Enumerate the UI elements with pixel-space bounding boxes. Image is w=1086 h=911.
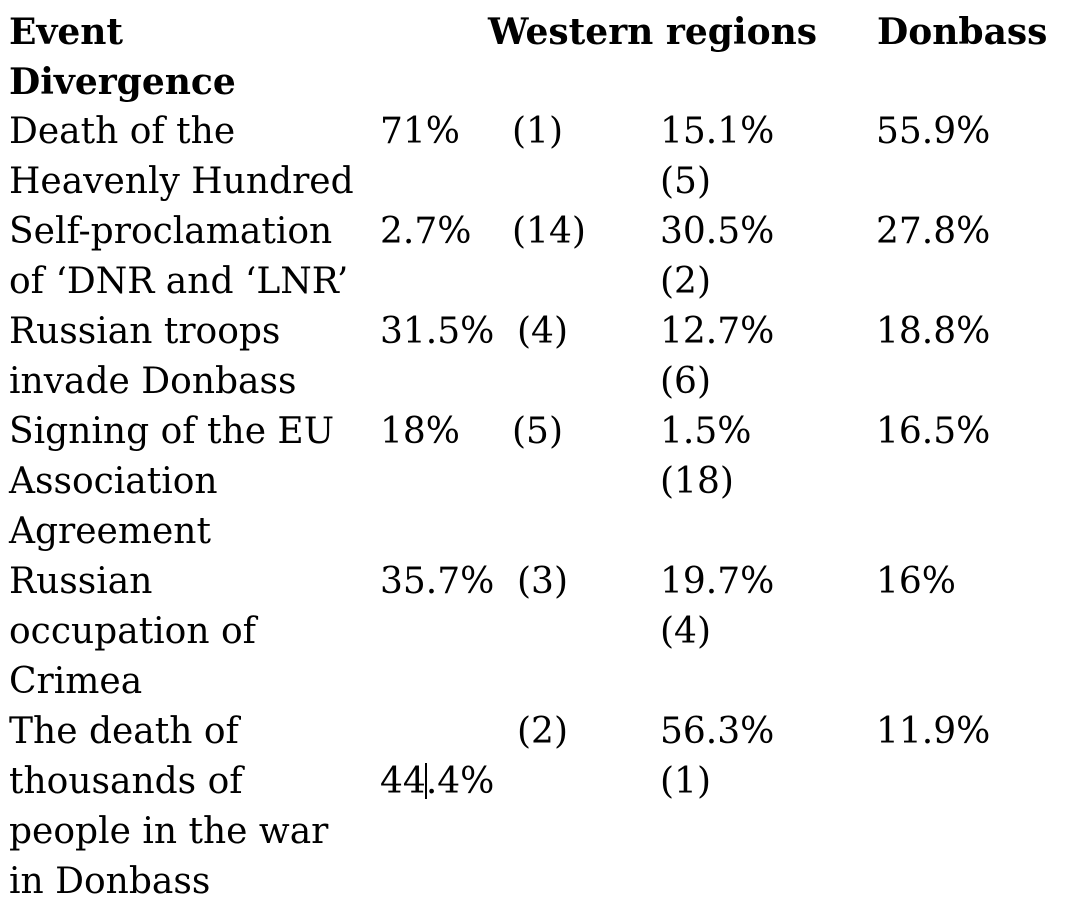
value-3: 16.5%: [876, 411, 991, 452]
header-donbass: Donbass: [877, 11, 1048, 53]
rank-1: (4): [517, 311, 568, 352]
value-1: 71%: [380, 111, 461, 152]
value-1: 31.5%: [380, 311, 495, 352]
rank-1: (2): [517, 711, 568, 752]
header-event: Event Divergence: [9, 11, 236, 103]
value-1: 35.7%: [380, 561, 495, 602]
text-cursor: [424, 763, 427, 799]
table-row: Self-proclamation of ‘DNR and ‘LNR’ 2.7%…: [0, 200, 1086, 302]
event-label: Death of the Heavenly Hundred: [9, 111, 354, 202]
table-header: Event Divergence Western regions Donbass: [0, 0, 1086, 103]
event-label: Signing of the EU Association Agreement: [9, 411, 335, 552]
rank-1: (3): [517, 561, 568, 602]
value-2: 12.7% (6): [660, 311, 775, 402]
table-row: Signing of the EU Association Agreement …: [0, 400, 1086, 552]
value-3: 18.8%: [876, 311, 991, 352]
value-1-part-b: .4%: [425, 761, 495, 802]
value-1: 18%: [380, 411, 461, 452]
table-row: Russian occupation of Crimea 35.7% (3) 1…: [0, 550, 1086, 702]
event-label: Self-proclamation of ‘DNR and ‘LNR’: [9, 211, 349, 302]
value-1[interactable]: 44.4%: [380, 707, 494, 807]
event-label: Russian occupation of Crimea: [9, 561, 256, 702]
rank-1: (14): [512, 211, 586, 252]
table-row: The death of thousands of people in the …: [0, 700, 1086, 902]
value-1-part-a: 44: [380, 761, 426, 802]
value-3: 27.8%: [876, 211, 991, 252]
table-row: Russian troops invade Donbass 31.5% (4) …: [0, 300, 1086, 402]
value-2: 1.5% (18): [660, 411, 752, 502]
value-3: 55.9%: [876, 111, 991, 152]
event-label: Russian troops invade Donbass: [9, 311, 297, 402]
value-2: 15.1% (5): [660, 111, 775, 202]
value-3: 16%: [876, 561, 957, 602]
rank-1: (5): [512, 411, 563, 452]
value-1: 2.7%: [380, 211, 472, 252]
header-western-regions: Western regions: [488, 11, 818, 53]
value-2: 30.5% (2): [660, 211, 775, 302]
rank-1: (1): [512, 111, 563, 152]
value-2: 19.7% (4): [660, 561, 775, 652]
value-2: 56.3% (1): [660, 711, 775, 802]
event-label: The death of thousands of people in the …: [9, 711, 329, 902]
table-row: Death of the Heavenly Hundred 71% (1) 15…: [0, 100, 1086, 202]
value-3: 11.9%: [876, 711, 991, 752]
